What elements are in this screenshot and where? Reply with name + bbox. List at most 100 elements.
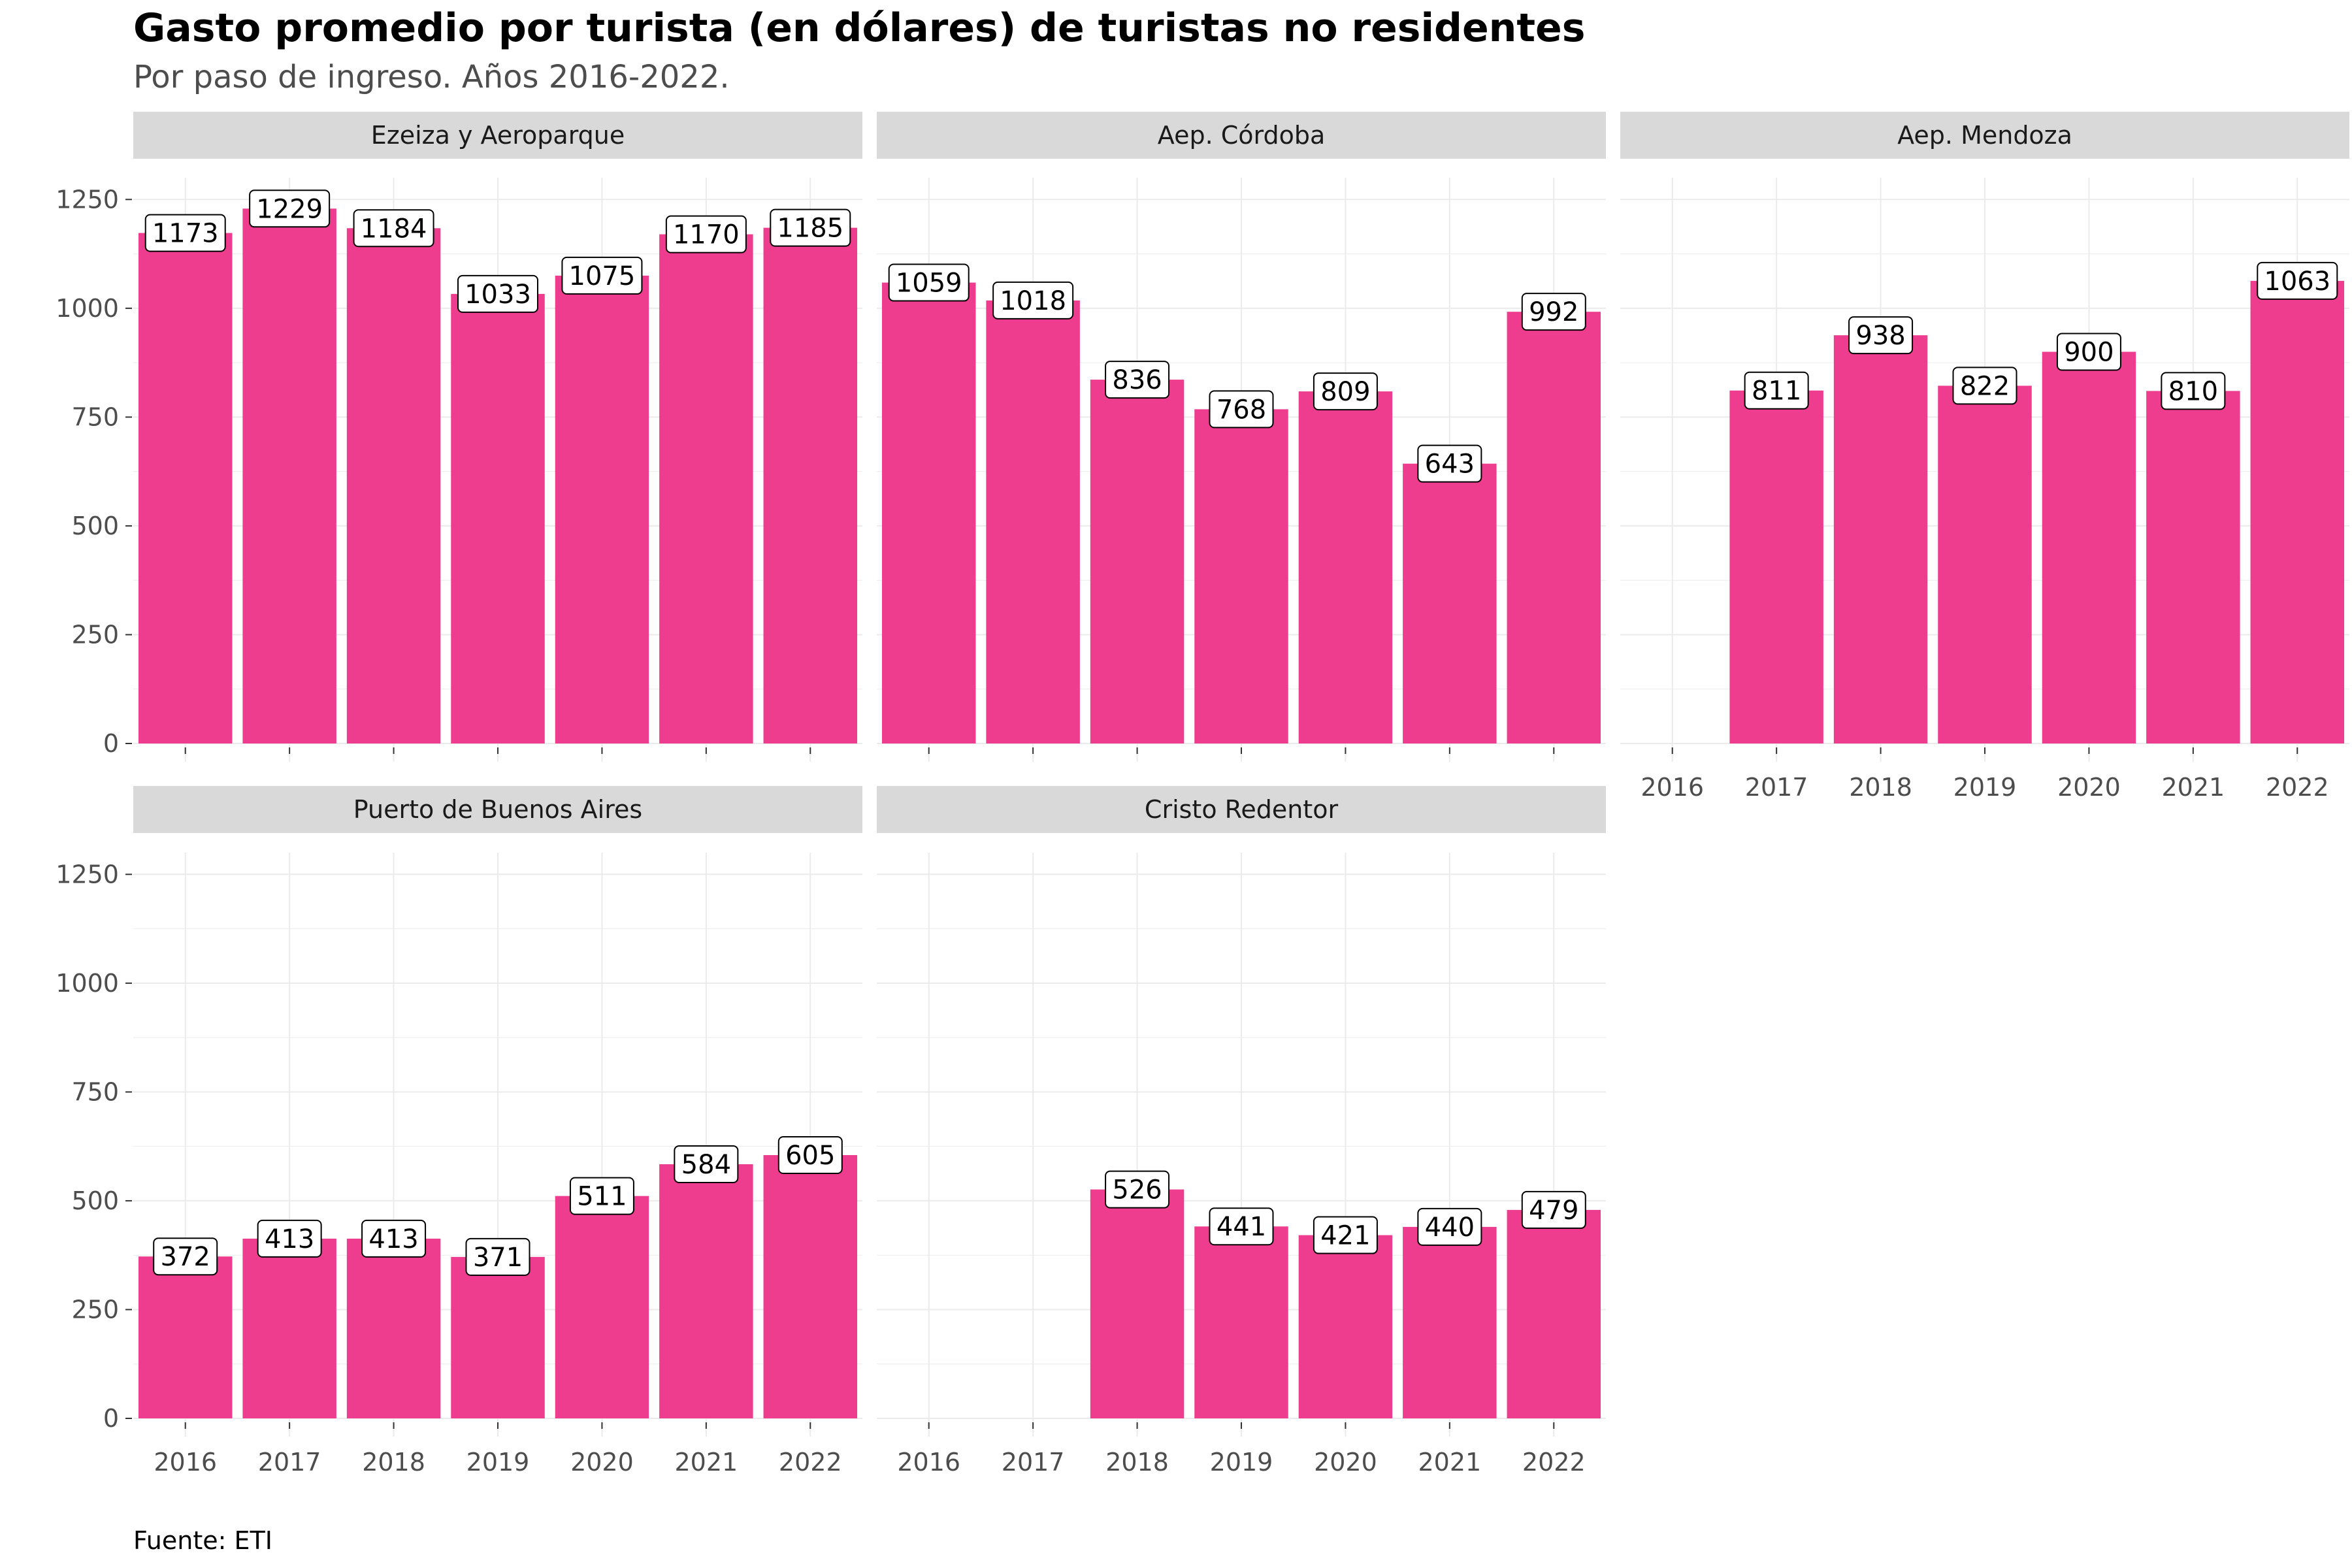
data-label-box bbox=[1313, 372, 1378, 411]
data-label-box bbox=[569, 1177, 634, 1215]
data-label-box bbox=[249, 189, 331, 228]
data-label-box bbox=[2161, 372, 2226, 410]
data-label: 372 bbox=[161, 1242, 210, 1272]
data-label-box bbox=[1209, 1207, 1274, 1246]
bar-ezeiza-y-aeroparque-2018 bbox=[346, 228, 441, 744]
bar-aep-cordoba-2021 bbox=[1403, 463, 1497, 743]
bar-aep-mendoza-2022 bbox=[2250, 280, 2345, 744]
bar-puerto-de-buenos-aires-2019 bbox=[451, 1256, 545, 1418]
bar-aep-mendoza-2021 bbox=[2146, 391, 2240, 743]
data-label: 1075 bbox=[569, 261, 636, 291]
bar-aep-cordoba-2017 bbox=[986, 300, 1080, 744]
data-label: 584 bbox=[681, 1150, 731, 1180]
bar-puerto-de-buenos-aires-2020 bbox=[555, 1196, 649, 1418]
y-tick-label: 1250 bbox=[56, 860, 119, 889]
data-label: 1018 bbox=[1000, 286, 1066, 316]
data-label: 768 bbox=[1217, 395, 1266, 425]
y-tick-label: 1250 bbox=[56, 185, 119, 214]
bar-ezeiza-y-aeroparque-2019 bbox=[451, 293, 545, 744]
data-label-box bbox=[153, 1237, 218, 1276]
data-label: 1184 bbox=[361, 214, 427, 244]
bar-puerto-de-buenos-aires-2022 bbox=[763, 1154, 858, 1418]
x-tick-label: 2017 bbox=[1745, 773, 1808, 802]
data-label-box bbox=[1744, 371, 1809, 410]
panel-aep-mendoza: Aep. Mendoza 811 938 822 900 810 1063 2016 2017 2… bbox=[1620, 112, 2349, 802]
y-tick-label: 500 bbox=[71, 1186, 119, 1215]
data-label: 1059 bbox=[896, 269, 962, 299]
data-label: 1033 bbox=[465, 280, 531, 310]
data-label-box bbox=[1521, 293, 1586, 331]
bar-aep-mendoza-2018 bbox=[1833, 335, 1928, 743]
y-tick-label: 1000 bbox=[56, 294, 119, 323]
data-label-box bbox=[992, 281, 1074, 319]
data-label: 1173 bbox=[152, 219, 219, 249]
data-label: 810 bbox=[2168, 376, 2218, 406]
panel-ezeiza-y-aeroparque: Ezeiza y Aeroparque 1173 1229 1184 1033 1075 1… bbox=[56, 112, 862, 762]
x-tick-label: 2022 bbox=[779, 1448, 842, 1477]
x-tick-label: 2019 bbox=[1210, 1448, 1273, 1477]
x-tick-label: 2020 bbox=[1314, 1448, 1377, 1477]
data-label-box bbox=[665, 215, 747, 253]
panel-strip bbox=[877, 112, 1606, 159]
bar-puerto-de-buenos-aires-2018 bbox=[346, 1238, 441, 1418]
x-tick-label: 2021 bbox=[1418, 1448, 1481, 1477]
x-tick-label: 2020 bbox=[2057, 773, 2121, 802]
x-tick-label: 2017 bbox=[1002, 1448, 1065, 1477]
panel-cristo-redentor: Cristo Redentor 526 441 421 440 479 2016 2017 20… bbox=[877, 786, 1606, 1477]
panel-strip bbox=[133, 112, 862, 159]
panel-strip-label: Puerto de Buenos Aires bbox=[353, 795, 642, 824]
chart-caption: Fuente: ETI bbox=[133, 1526, 272, 1555]
x-tick-label: 2016 bbox=[154, 1448, 217, 1477]
data-label: 1185 bbox=[777, 214, 843, 244]
x-tick-label: 2018 bbox=[1105, 1448, 1169, 1477]
data-label: 1170 bbox=[673, 220, 740, 250]
data-label-box bbox=[1417, 444, 1482, 483]
data-label: 511 bbox=[577, 1182, 627, 1212]
data-label-box bbox=[361, 1219, 427, 1258]
bar-ezeiza-y-aeroparque-2016 bbox=[138, 233, 233, 743]
data-label: 809 bbox=[1320, 377, 1370, 407]
bar-ezeiza-y-aeroparque-2017 bbox=[242, 208, 336, 743]
data-label-box bbox=[777, 1135, 843, 1174]
bar-cristo-redentor-2022 bbox=[1507, 1209, 1601, 1418]
bar-ezeiza-y-aeroparque-2021 bbox=[659, 234, 753, 744]
bar-puerto-de-buenos-aires-2017 bbox=[242, 1238, 336, 1418]
bar-ezeiza-y-aeroparque-2022 bbox=[763, 227, 858, 744]
x-tick-label: 2017 bbox=[258, 1448, 321, 1477]
x-tick-label: 2022 bbox=[1522, 1448, 1586, 1477]
bar-aep-mendoza-2019 bbox=[1938, 385, 2032, 743]
data-label-box bbox=[1417, 1207, 1482, 1246]
data-label-box bbox=[144, 214, 226, 252]
x-tick-label: 2019 bbox=[1953, 773, 2017, 802]
data-label-box bbox=[1105, 361, 1170, 399]
data-label-box bbox=[888, 263, 970, 302]
data-label: 413 bbox=[368, 1224, 418, 1254]
panel-strip-label: Cristo Redentor bbox=[1145, 795, 1339, 824]
y-tick-label: 250 bbox=[71, 620, 119, 649]
data-label: 1229 bbox=[256, 194, 323, 224]
chart-title: Gasto promedio por turista (en dólares) … bbox=[133, 5, 1586, 51]
bar-aep-mendoza-2017 bbox=[1729, 390, 1823, 743]
y-tick-label: 0 bbox=[103, 1404, 119, 1433]
panel-strip-label: Aep. Córdoba bbox=[1158, 121, 1326, 150]
bar-aep-cordoba-2018 bbox=[1090, 380, 1184, 743]
data-label: 413 bbox=[265, 1224, 314, 1254]
data-label: 441 bbox=[1217, 1212, 1266, 1242]
x-tick-label: 2021 bbox=[2161, 773, 2225, 802]
data-label-box bbox=[1313, 1216, 1378, 1254]
y-tick-label: 1000 bbox=[56, 969, 119, 998]
y-tick-label: 0 bbox=[103, 729, 119, 758]
data-label-box bbox=[1952, 367, 2017, 405]
bar-cristo-redentor-2021 bbox=[1403, 1226, 1497, 1418]
data-label: 605 bbox=[785, 1141, 835, 1171]
bar-cristo-redentor-2019 bbox=[1194, 1226, 1288, 1418]
x-tick-label: 2021 bbox=[674, 1448, 738, 1477]
data-label-box bbox=[257, 1219, 322, 1258]
data-label-box bbox=[1105, 1170, 1170, 1209]
data-label-box bbox=[457, 274, 538, 313]
data-label: 643 bbox=[1425, 449, 1475, 480]
panel-aep-cordoba: Aep. Córdoba 1059 1018 836 768 809 643 992 bbox=[877, 112, 1606, 762]
data-label: 822 bbox=[1960, 371, 2010, 401]
y-tick-label: 750 bbox=[71, 1077, 119, 1106]
y-tick-label: 250 bbox=[71, 1295, 119, 1324]
